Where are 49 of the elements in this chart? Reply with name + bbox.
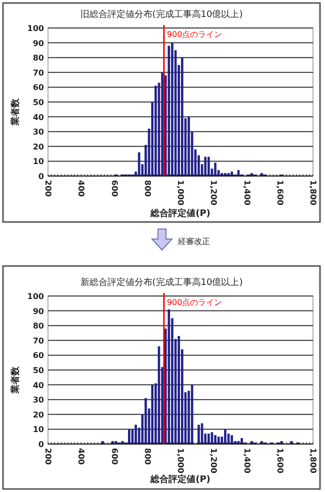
y-tick-label: 30 <box>32 128 44 137</box>
y-tick-label: 60 <box>32 351 44 360</box>
chart-title: 旧総合評定値分布(完成工事高10億以上) <box>80 9 243 20</box>
y-axis-title: 業者数 <box>10 98 21 126</box>
chart-title: 新総合評定値分布(完成工事高10億以上) <box>80 277 243 288</box>
x-tick-label: 1,800 <box>308 180 318 206</box>
x-tick-label: 400 <box>76 180 86 198</box>
y-tick-label: 40 <box>32 112 44 122</box>
x-tick-label: 1,600 <box>275 180 284 206</box>
y-tick-label: 20 <box>32 410 44 420</box>
y-tick-label: 10 <box>32 157 44 166</box>
ref-line-label: 900点のライン <box>166 298 222 307</box>
text: 経審改正 <box>177 237 210 246</box>
y-tick-label: 0 <box>38 172 44 181</box>
y-tick-label: 100 <box>27 24 44 33</box>
x-tick-label: 800 <box>142 448 152 466</box>
x-tick-label: 200 <box>44 180 52 198</box>
x-tick-label: 1,400 <box>242 448 252 474</box>
y-tick-label: 80 <box>32 54 44 63</box>
x-tick-label: 1,200 <box>209 448 218 474</box>
x-tick-label: 1,000 <box>176 448 185 474</box>
x-tick-label: 1,000 <box>176 180 185 206</box>
x-tick-label: 1,200 <box>209 180 218 206</box>
x-tick-label: 1,800 <box>308 448 318 474</box>
x-tick-label: 600 <box>110 448 119 466</box>
y-tick-label: 70 <box>32 68 44 78</box>
x-axis-title: 総合評定値(P) <box>150 208 210 219</box>
y-tick-label: 20 <box>32 142 44 152</box>
y-axis-title: 業者数 <box>10 366 21 394</box>
y-tick-label: 40 <box>32 380 44 390</box>
y-tick-label: 80 <box>32 322 44 331</box>
y-tick-label: 50 <box>32 98 44 107</box>
y-tick-label: 0 <box>38 440 44 449</box>
y-tick-label: 60 <box>32 83 44 92</box>
x-tick-label: 200 <box>44 448 52 466</box>
y-tick-label: 90 <box>32 306 44 316</box>
x-tick-label: 800 <box>142 180 152 198</box>
x-tick-label: 400 <box>76 448 86 466</box>
y-tick-label: 90 <box>32 38 44 48</box>
y-tick-label: 10 <box>32 425 44 434</box>
ref-line-label: 900点のライン <box>166 30 222 39</box>
y-tick-label: 100 <box>27 292 44 301</box>
x-tick-label: 1,600 <box>275 448 284 474</box>
x-tick-label: 600 <box>110 180 119 198</box>
x-tick-label: 1,400 <box>242 180 252 206</box>
y-tick-label: 30 <box>32 396 44 405</box>
y-tick-label: 70 <box>32 336 44 346</box>
x-axis-title: 総合評定値(P) <box>150 474 210 485</box>
y-tick-label: 50 <box>32 366 44 375</box>
